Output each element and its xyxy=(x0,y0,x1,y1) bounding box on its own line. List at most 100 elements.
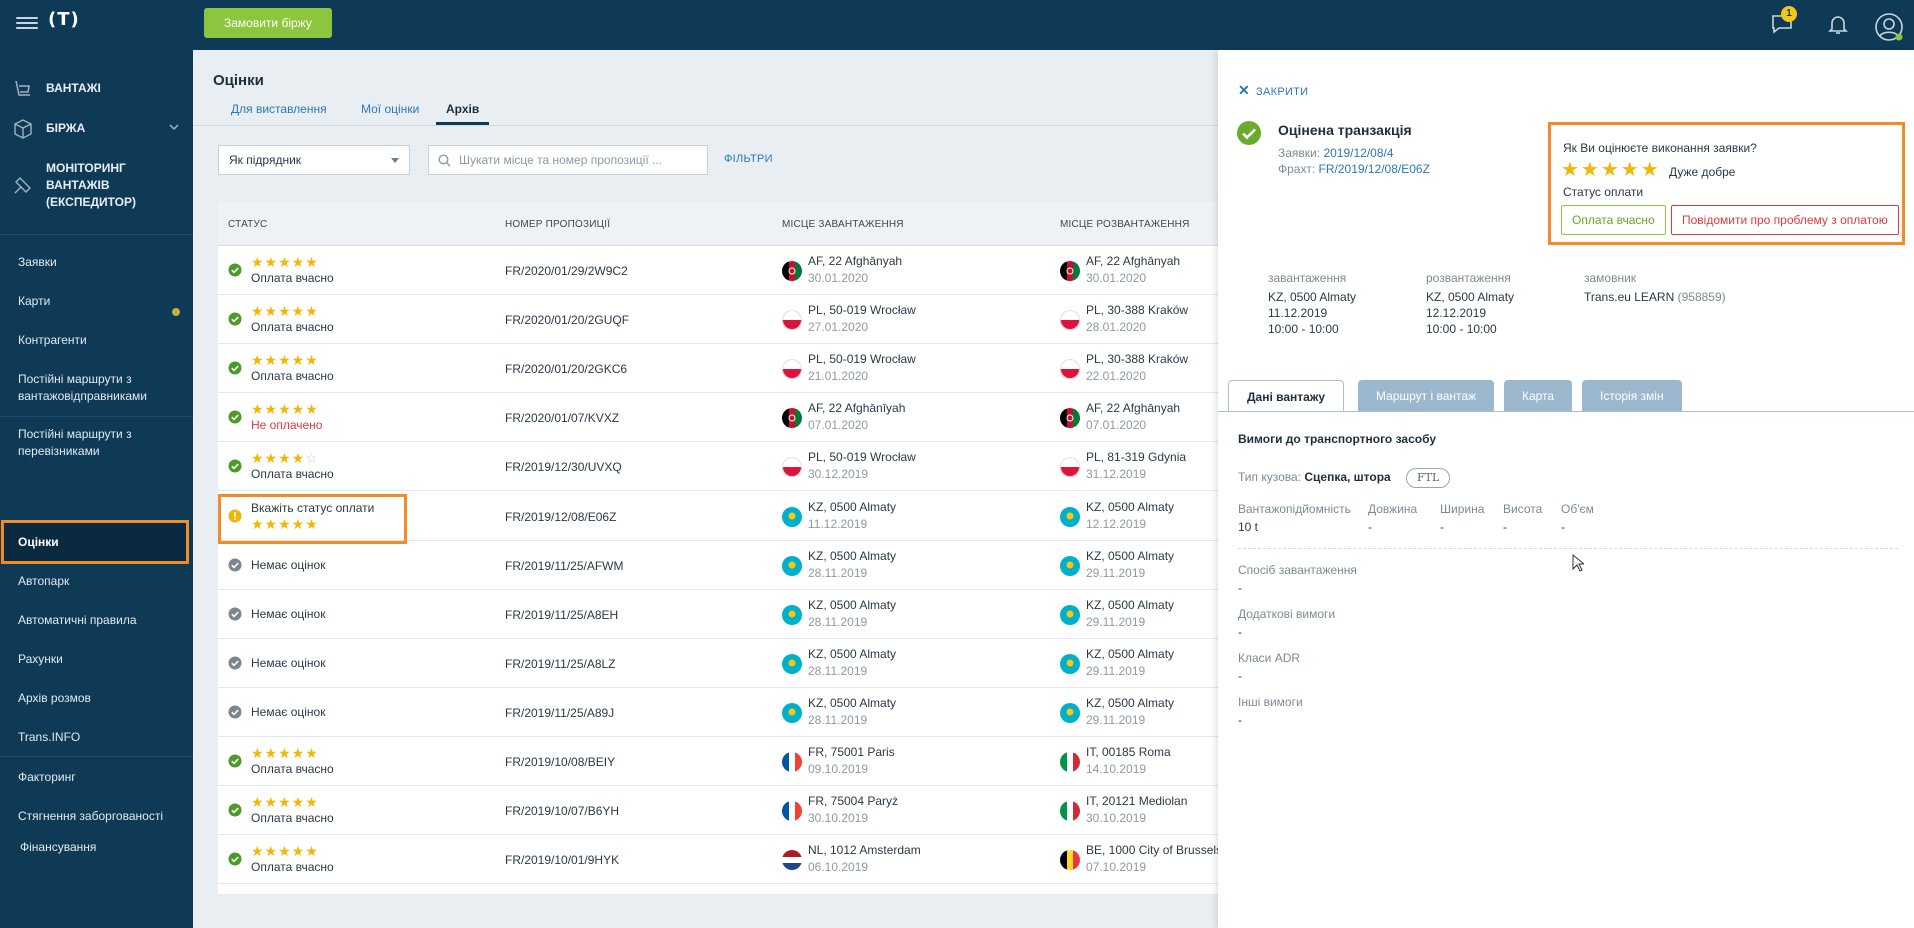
dim-label: Вантажопідйомність xyxy=(1238,502,1351,516)
column-header-loading[interactable]: МІСЦЕ ЗАВАНТАЖЕННЯ xyxy=(782,219,904,230)
orders-link[interactable]: 2019/12/08/4 xyxy=(1323,146,1394,160)
offer-number[interactable]: FR/2019/11/25/A8LZ xyxy=(505,656,616,671)
table-row[interactable]: ★★★★★ Оплата вчасно FR/2020/01/20/2GKC6 PL,… xyxy=(218,344,1218,394)
table-row[interactable]: ★★★★☆ Оплата вчасно FR/2019/12/30/UVXQ PL, … xyxy=(218,442,1218,492)
sidebar-item-maps[interactable]: Карти xyxy=(18,294,51,308)
tab-archive[interactable]: Архів xyxy=(436,102,490,125)
ratings-table: СТАТУС НОМЕР ПРОПОЗИЦІЇ МІСЦЕ ЗАВАНТАЖЕН… xyxy=(218,202,1222,894)
table-row[interactable]: ★★★★★ Оплата вчасно FR/2019/10/08/BEIY FR, … xyxy=(218,737,1218,786)
kz-flag-icon xyxy=(1060,555,1080,576)
filters-link[interactable]: ФІЛЬТРИ xyxy=(724,153,773,165)
report-payment-problem-button[interactable]: Повідомити про проблему з оплатою xyxy=(1671,205,1899,235)
table-row[interactable]: Вкажіть статус оплати ★★★★★ FR/2019/12/08/… xyxy=(218,492,1218,541)
status-text[interactable]: Вкажіть статус оплати xyxy=(251,500,375,515)
tab-my-ratings[interactable]: Мої оцінки xyxy=(361,102,420,116)
table-row[interactable]: Немає оцінок FR/2019/11/25/A89J KZ, 0500 A… xyxy=(218,688,1218,737)
sidebar-item-cargo[interactable]: ВАНТАЖІ xyxy=(0,76,193,100)
column-header-offer[interactable]: НОМЕР ПРОПОЗИЦІЇ xyxy=(505,219,611,230)
search-input[interactable] xyxy=(459,146,704,174)
sidebar-item-routes-shippers[interactable]: Постійні маршрути з вантажовідправниками xyxy=(18,372,148,403)
offer-number[interactable]: FR/2020/01/07/KVXZ xyxy=(505,411,620,426)
table-row[interactable]: Немає оцінок FR/2019/11/25/A8LZ KZ, 0500 A… xyxy=(218,639,1218,688)
table-row[interactable]: ★★★★★ Оплата вчасно FR/2020/01/20/2GUQF PL,… xyxy=(218,295,1218,345)
role-select[interactable]: Як підрядник xyxy=(218,145,410,175)
sidebar-item-orders[interactable]: Заявки xyxy=(18,255,57,269)
table-row[interactable]: ★★★★★ Оплата вчасно FR/2019/10/07/B6YH FR, … xyxy=(218,786,1218,836)
date-text: 29.11.2019 xyxy=(1086,565,1146,580)
check-circle-icon xyxy=(228,312,242,326)
be-flag-icon xyxy=(1060,850,1080,871)
tab-cargo-data[interactable]: Дані вантажу xyxy=(1228,380,1345,412)
date-text: 30.01.2020 xyxy=(1086,271,1147,285)
dim-capacity: Вантажопідйомність 10 t xyxy=(1238,502,1351,534)
tab-route-and-cargo[interactable]: Маршрут і вантаж xyxy=(1358,380,1495,412)
offer-number[interactable]: FR/2019/10/08/BEIY xyxy=(505,755,616,769)
sidebar-item-fleet[interactable]: Автопарк xyxy=(18,574,70,588)
adr-classes: Класи ADR - xyxy=(1238,651,1300,683)
tab-to-issue[interactable]: Для виставлення xyxy=(231,102,327,116)
tab-map[interactable]: Карта xyxy=(1504,380,1573,412)
table-row[interactable]: ★★★★★ Не оплачено FR/2020/01/07/KVXZ AF, 22… xyxy=(218,393,1218,443)
unloading-time: 10:00 - 10:00 xyxy=(1426,322,1497,336)
dim-height: Висота - xyxy=(1503,502,1542,534)
rating-stars: ★★★★★ xyxy=(251,843,319,860)
table-row[interactable]: ★★★★★ Оплата вчасно FR/2020/01/29/2W9C2 AF,… xyxy=(218,246,1218,295)
offer-number[interactable]: FR/2019/12/08/E06Z xyxy=(505,509,617,524)
dim-value: - xyxy=(1440,520,1444,534)
sidebar-active-highlight xyxy=(1,520,189,564)
table-row[interactable]: Немає оцінок FR/2019/11/25/A8EH KZ, 0500 A… xyxy=(218,590,1218,639)
offer-number[interactable]: FR/2020/01/20/2GKC6 xyxy=(505,362,628,377)
place-text: PL, 81-319 Gdynia xyxy=(1086,450,1187,465)
kz-flag-icon xyxy=(1060,702,1080,723)
kz-flag-icon xyxy=(782,702,802,723)
table-row[interactable]: Немає оцінок FR/2019/11/25/AFWM KZ, 0500 A… xyxy=(218,541,1218,590)
date-text: 28.11.2019 xyxy=(808,663,868,678)
search-box[interactable] xyxy=(428,145,708,175)
sidebar-item-invoices[interactable]: Рахунки xyxy=(18,652,63,666)
sidebar-item-auto-rules[interactable]: Автоматичні правила xyxy=(18,613,137,627)
offer-number[interactable]: FR/2019/12/30/UVXQ xyxy=(505,460,622,475)
sidebar-item-transinfo[interactable]: Trans.INFO xyxy=(18,730,81,744)
sidebar-item-ratings[interactable]: Оцінки xyxy=(18,535,59,549)
unloading-date: 12.12.2019 xyxy=(1426,306,1487,320)
tab-change-history[interactable]: Історія змін xyxy=(1582,380,1682,412)
place-text: BE, 1000 City of Brussels xyxy=(1086,843,1223,858)
rating-stars: ★★★★☆ xyxy=(251,450,319,467)
kv-label: Спосіб завантаження xyxy=(1238,563,1357,577)
sidebar-item-contractors[interactable]: Контрагенти xyxy=(18,333,87,347)
sidebar-item-debt-collection[interactable]: Стягнення заборгованості xyxy=(18,809,163,823)
offer-number[interactable]: FR/2019/10/07/B6YH xyxy=(505,804,620,819)
user-avatar-icon[interactable] xyxy=(1874,12,1903,41)
rating-stars[interactable]: ★★★★★ xyxy=(1561,159,1661,181)
sidebar-item-monitoring[interactable]: МОНІТОРИНГ ВАНТАЖІВ (ЕКСПЕДИТОР) xyxy=(0,158,193,212)
bell-icon[interactable] xyxy=(1826,12,1854,40)
sidebar-item-routes-carriers[interactable]: Постійні маршрути з перевізниками xyxy=(18,427,132,458)
status-text: Оплата вчасно xyxy=(251,860,334,875)
sidebar-item-exchange[interactable]: БІРЖА xyxy=(0,116,193,140)
close-button[interactable]: ✕ ЗАКРИТИ xyxy=(1238,82,1308,99)
chevron-down-icon[interactable] xyxy=(168,121,180,136)
menu-icon[interactable] xyxy=(16,14,38,34)
offer-number[interactable]: FR/2019/11/25/A89J xyxy=(505,705,615,720)
sidebar-item-financing[interactable]: Фінансування xyxy=(20,840,97,854)
offer-number[interactable]: FR/2019/11/25/AFWM xyxy=(505,558,624,573)
offer-number[interactable]: FR/2020/01/20/2GUQF xyxy=(505,313,630,328)
order-exchange-button[interactable]: Замовити біржу xyxy=(204,8,332,38)
orders-label: Заявки: xyxy=(1278,146,1321,160)
kv-label: Інші вимоги xyxy=(1238,695,1303,709)
rating-stars: ★★★★★ xyxy=(251,303,319,320)
column-header-unloading[interactable]: МІСЦЕ РОЗВАНТАЖЕННЯ xyxy=(1060,219,1190,230)
table-row[interactable]: ★★★★★ Оплата вчасно FR/2019/10/01/9HYK NL, … xyxy=(218,835,1222,885)
offer-number[interactable]: FR/2019/11/25/A8EH xyxy=(505,607,619,622)
date-text: 30.10.2019 xyxy=(1086,811,1147,826)
logo[interactable]: (T) xyxy=(48,9,80,30)
column-header-status[interactable]: СТАТУС xyxy=(228,219,268,230)
offer-number[interactable]: FR/2020/01/29/2W9C2 xyxy=(505,264,628,278)
sidebar-item-chat-archive[interactable]: Архів розмов xyxy=(18,691,91,705)
paid-on-time-button[interactable]: Оплата вчасно xyxy=(1561,205,1666,235)
offer-number[interactable]: FR/2019/10/01/9HYK xyxy=(505,853,620,868)
place-text: KZ, 0500 Almaty xyxy=(808,646,897,661)
it-flag-icon xyxy=(1060,801,1080,822)
freight-link[interactable]: FR/2019/12/08/E06Z xyxy=(1318,162,1430,176)
sidebar-item-factoring[interactable]: Факторинг xyxy=(18,770,76,784)
